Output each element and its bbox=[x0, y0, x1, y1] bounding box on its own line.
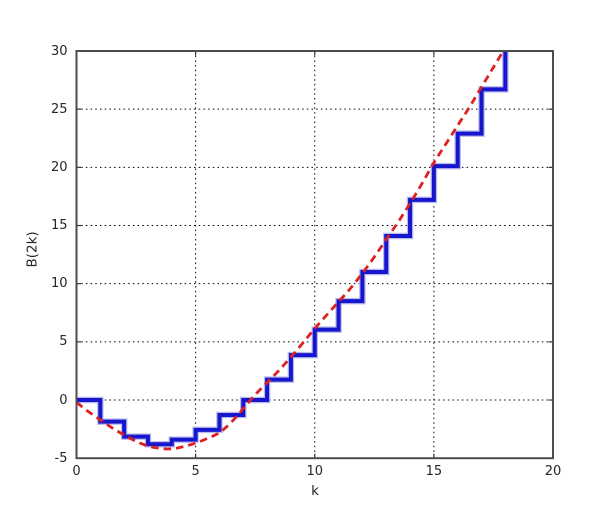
y-tick-label: 5 bbox=[59, 334, 68, 350]
step-series-line bbox=[76, 51, 508, 447]
x-tick-label: 15 bbox=[425, 463, 443, 479]
x-tick-label: 5 bbox=[191, 463, 200, 479]
x-axis-label: k bbox=[311, 483, 319, 499]
y-tick-label: 25 bbox=[50, 101, 68, 117]
y-tick-label: 20 bbox=[50, 159, 68, 175]
x-tick-label: 20 bbox=[544, 463, 562, 479]
step-series-halo bbox=[76, 51, 509, 448]
y-tick-label: -5 bbox=[54, 450, 68, 466]
approximation-dashed-line bbox=[76, 51, 505, 451]
y-tick-label: 15 bbox=[50, 218, 68, 233]
y-tick-label: 30 bbox=[50, 43, 68, 59]
y-tick-label: 10 bbox=[50, 276, 68, 292]
plot-border bbox=[75, 50, 554, 460]
y-tick-label: 0 bbox=[59, 392, 68, 408]
x-tick-label: 10 bbox=[306, 463, 324, 479]
x-tick-label: 0 bbox=[72, 463, 81, 479]
